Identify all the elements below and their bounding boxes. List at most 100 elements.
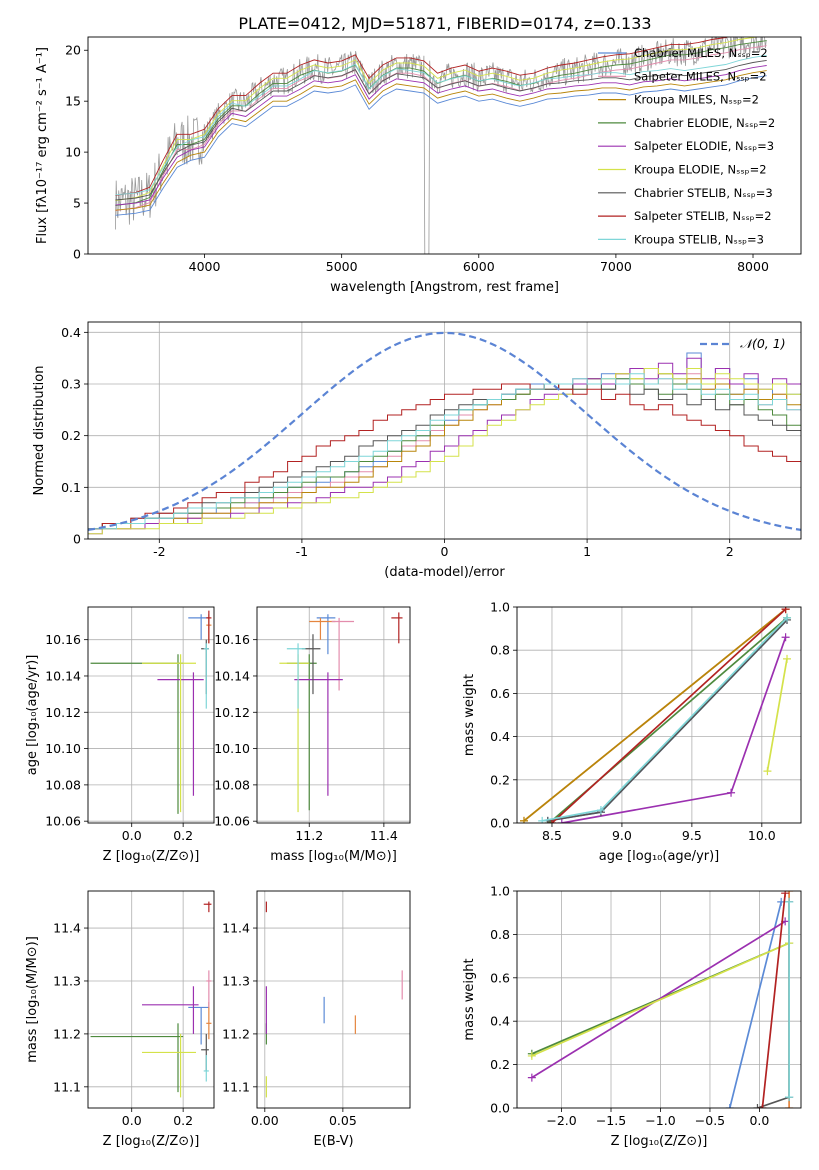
histogram-series-5 [88, 368, 801, 539]
weight-marker [753, 1104, 762, 1108]
x-axis-label: Z [log₁₀(Z/Z⊙)] [103, 849, 200, 864]
plot-area [88, 322, 801, 539]
axes-frame [256, 890, 411, 1109]
weight-marker [758, 1104, 767, 1108]
x-tick-label: 0.2 [173, 828, 193, 843]
point-1 [206, 1002, 212, 1040]
plot-area [257, 891, 410, 1108]
model-spectrum-0 [115, 75, 767, 216]
weight-line-2 [523, 608, 787, 822]
panel-3: 11.2 11.4 10.06 10.08 10.10 10.12 10.14 10.16 ma… [214, 606, 411, 864]
plot-area [517, 607, 801, 823]
y-tick-label: 0.0 [490, 1101, 510, 1116]
x-axis-label: age [log₁₀(age/yr)] [599, 849, 720, 864]
weight-marker [785, 1093, 794, 1102]
weight-marker [527, 1051, 536, 1060]
legend-entry: Chabrier STELIB, Nₛₛₚ=3 [634, 186, 773, 200]
x-tick-label: −1.5 [596, 1113, 626, 1128]
point-4 [294, 672, 343, 796]
legend-entry: Salpeter STELIB, Nₛₛₚ=2 [634, 209, 772, 223]
y-tick-label: 0.8 [490, 643, 510, 658]
y-tick-label: 11.3 [222, 973, 250, 988]
y-tick-label: 0.2 [61, 428, 81, 443]
axes-frame [516, 890, 802, 1109]
y-axis-label: Normed distribution [32, 366, 47, 496]
axes-frame [256, 606, 411, 824]
gaussian-curve [88, 331, 801, 531]
y-tick-label: 0.3 [61, 377, 81, 392]
point-3 [286, 654, 317, 811]
axes-frame [87, 606, 215, 824]
axes-frame [87, 321, 802, 540]
weight-marker [781, 633, 790, 642]
panel-1: -2 -1 0 1 2 0 0.1 0.2 0.3 0.4 (data-model)/error No… [32, 321, 802, 580]
x-tick-label: 0.0 [122, 1113, 142, 1128]
x-tick-label: 0.2 [173, 1113, 193, 1128]
x-axis-label: E(B-V) [313, 1134, 353, 1149]
x-tick-label: 4000 [189, 259, 221, 274]
x-axis-label: Z [log₁₀(Z/Z⊙)] [611, 1134, 708, 1149]
x-tick-label: 0.0 [122, 828, 142, 843]
panel-5: 0.0 0.2 11.1 11.2 11.3 11.4 Z [log₁₀(Z/Z⊙)] mas… [25, 890, 215, 1149]
point-2 [90, 654, 184, 814]
legend-entry: Kroupa ELODIE, Nₛₛₚ=2 [634, 163, 767, 177]
plot-area [88, 891, 214, 1108]
axes-frame [516, 606, 802, 824]
y-tick-label: 10.12 [45, 705, 81, 720]
x-tick-label: 11.2 [295, 828, 323, 843]
y-tick-label: 10 [65, 145, 81, 160]
weight-line-6 [761, 893, 787, 1108]
legend-entry: Chabrier ELODIE, Nₛₛₚ=2 [634, 116, 775, 130]
model-spectrum-5 [115, 37, 760, 201]
x-tick-label: 10.0 [748, 828, 776, 843]
weight-line-0 [728, 901, 783, 1108]
x-tick-label: 5000 [326, 259, 358, 274]
y-tick-label: 0.8 [490, 927, 510, 942]
x-tick-label: 11.4 [370, 828, 398, 843]
weight-marker [785, 1104, 794, 1108]
y-tick-label: 10.10 [214, 741, 250, 756]
y-tick-label: 0.4 [490, 1014, 510, 1029]
y-tick-label: 11.1 [222, 1079, 250, 1094]
weight-marker [527, 1073, 536, 1082]
y-tick-label: 20 [65, 43, 81, 58]
legend-entry: Chabrier MILES, Nₛₛₚ=2 [634, 46, 768, 60]
plot-area [115, 37, 767, 254]
point-7 [203, 901, 212, 913]
x-tick-label: −1.0 [645, 1113, 675, 1128]
x-axis-label: wavelength [Angstrom, rest frame] [330, 280, 559, 295]
y-tick-label: 1.0 [490, 600, 510, 615]
axes-frame [87, 890, 215, 1109]
histogram-series-2 [88, 373, 801, 539]
point-0 [188, 1006, 209, 1045]
y-tick-label: 11.2 [222, 1026, 250, 1041]
point-1 [309, 617, 336, 640]
x-tick-label: 1 [583, 544, 591, 559]
y-tick-label: 0.4 [490, 729, 510, 744]
point-0 [188, 614, 209, 640]
point-7 [203, 643, 209, 709]
y-tick-label: 15 [65, 94, 81, 109]
y-tick-label: 10.06 [214, 814, 250, 829]
point-5 [279, 654, 310, 813]
y-tick-label: 10.14 [214, 668, 250, 683]
legend-entry: Kroupa MILES, Nₛₛₚ=2 [634, 93, 759, 107]
legend-entry: Kroupa STELIB, Nₛₛₚ=3 [634, 232, 764, 246]
model-spectrum-2 [115, 70, 767, 211]
y-tick-label: 10.10 [45, 741, 81, 756]
y-tick-label: 10.08 [214, 777, 250, 792]
model-spectrum-6 [115, 59, 767, 201]
spectrum-title: PLATE=0412, MJD=51871, FIBERID=0174, z=0… [238, 14, 651, 33]
axes-frame [87, 36, 802, 255]
y-tick-label: 0.1 [61, 480, 81, 495]
point-2 [331, 617, 355, 691]
y-tick-label: 1.0 [490, 884, 510, 899]
point-8 [286, 643, 306, 709]
weight-marker [763, 767, 772, 776]
point-6 [301, 634, 321, 695]
x-tick-label: 9.0 [612, 828, 632, 843]
y-tick-label: 0.0 [490, 816, 510, 831]
point-2 [206, 970, 212, 1008]
x-tick-label: 7000 [600, 259, 632, 274]
